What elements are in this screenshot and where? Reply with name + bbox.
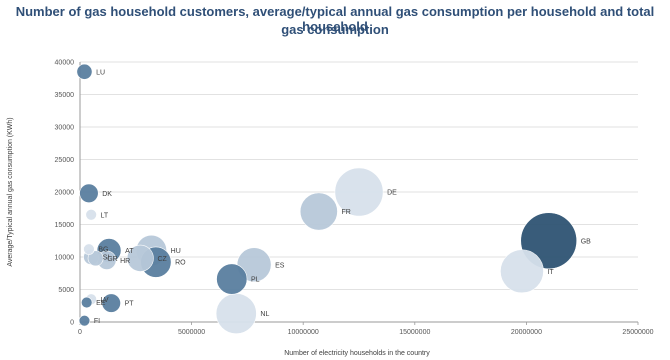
chart-title-line-1: Number of gas household customers, avera…: [15, 4, 655, 34]
bubble-nl: [215, 293, 257, 335]
bubble-lt: [85, 209, 97, 221]
bubble-label-ro: RO: [175, 260, 186, 267]
bubble-fr: [299, 192, 338, 231]
bubble-fi: [78, 315, 91, 327]
bubble-label-si: SI: [103, 255, 110, 262]
x-tick-label: 15000000: [399, 329, 430, 336]
bubble-label-cz: CZ: [157, 256, 167, 263]
bubble-cz: [126, 244, 154, 272]
x-tick-label: 25000000: [622, 329, 653, 336]
y-tick-label: 10000: [55, 255, 75, 262]
bubble-label-at: AT: [125, 248, 134, 255]
bubble-ee: [81, 296, 93, 309]
bubble-label-lu: LU: [96, 69, 105, 76]
y-tick-label: 30000: [55, 125, 75, 132]
bubble-label-dk: DK: [102, 191, 112, 198]
chart-title-line-2: gas consumption: [281, 22, 389, 37]
bubble-label-gr: GR: [107, 256, 118, 263]
x-tick-label: 10000000: [288, 329, 319, 336]
bubble-label-es: ES: [275, 262, 285, 269]
y-tick-label: 35000: [55, 92, 75, 99]
bubble-label-it: IT: [547, 269, 554, 276]
bubble-pt: [101, 293, 121, 313]
y-tick-label: 25000: [55, 157, 75, 164]
y-tick-label: 0: [70, 320, 74, 327]
bubble-label-pl: PL: [251, 277, 260, 284]
bubble-it: [500, 249, 544, 294]
y-axis-title: Average/Typical annual gas consumption (…: [7, 117, 14, 266]
x-tick-label: 5000000: [178, 329, 205, 336]
x-tick-label: 20000000: [511, 329, 542, 336]
bubble-label-gb: GB: [581, 238, 591, 245]
bubble-pl: [216, 263, 248, 295]
x-tick-label: 0: [78, 329, 82, 336]
bubble-label-lv: LV: [101, 297, 109, 304]
bubble-gr: [87, 250, 104, 267]
bubble-label-bg: BG: [98, 247, 108, 254]
bubble-label-lt: LT: [101, 212, 109, 219]
bubble-de: [334, 167, 384, 217]
y-tick-label: 40000: [55, 60, 75, 67]
bubble-label-fi: FI: [94, 318, 100, 325]
bubble-lu: [76, 63, 93, 80]
bubble-label-hr: HR: [120, 258, 130, 265]
bubble-dk: [79, 183, 99, 203]
bubble-label-ee: EE: [96, 300, 106, 307]
bubble-label-nl: NL: [260, 311, 269, 318]
bubble-label-de: DE: [387, 190, 397, 197]
bubble-label-fr: FR: [341, 209, 350, 216]
y-tick-label: 15000: [55, 222, 75, 229]
bubble-label-pt: PT: [125, 301, 135, 308]
y-tick-label: 20000: [55, 190, 75, 197]
bubble-label-hu: HU: [171, 248, 181, 255]
bubble-bg: [83, 243, 95, 255]
x-axis-title: Number of electricity households in the …: [284, 350, 430, 357]
y-tick-label: 5000: [58, 287, 74, 294]
